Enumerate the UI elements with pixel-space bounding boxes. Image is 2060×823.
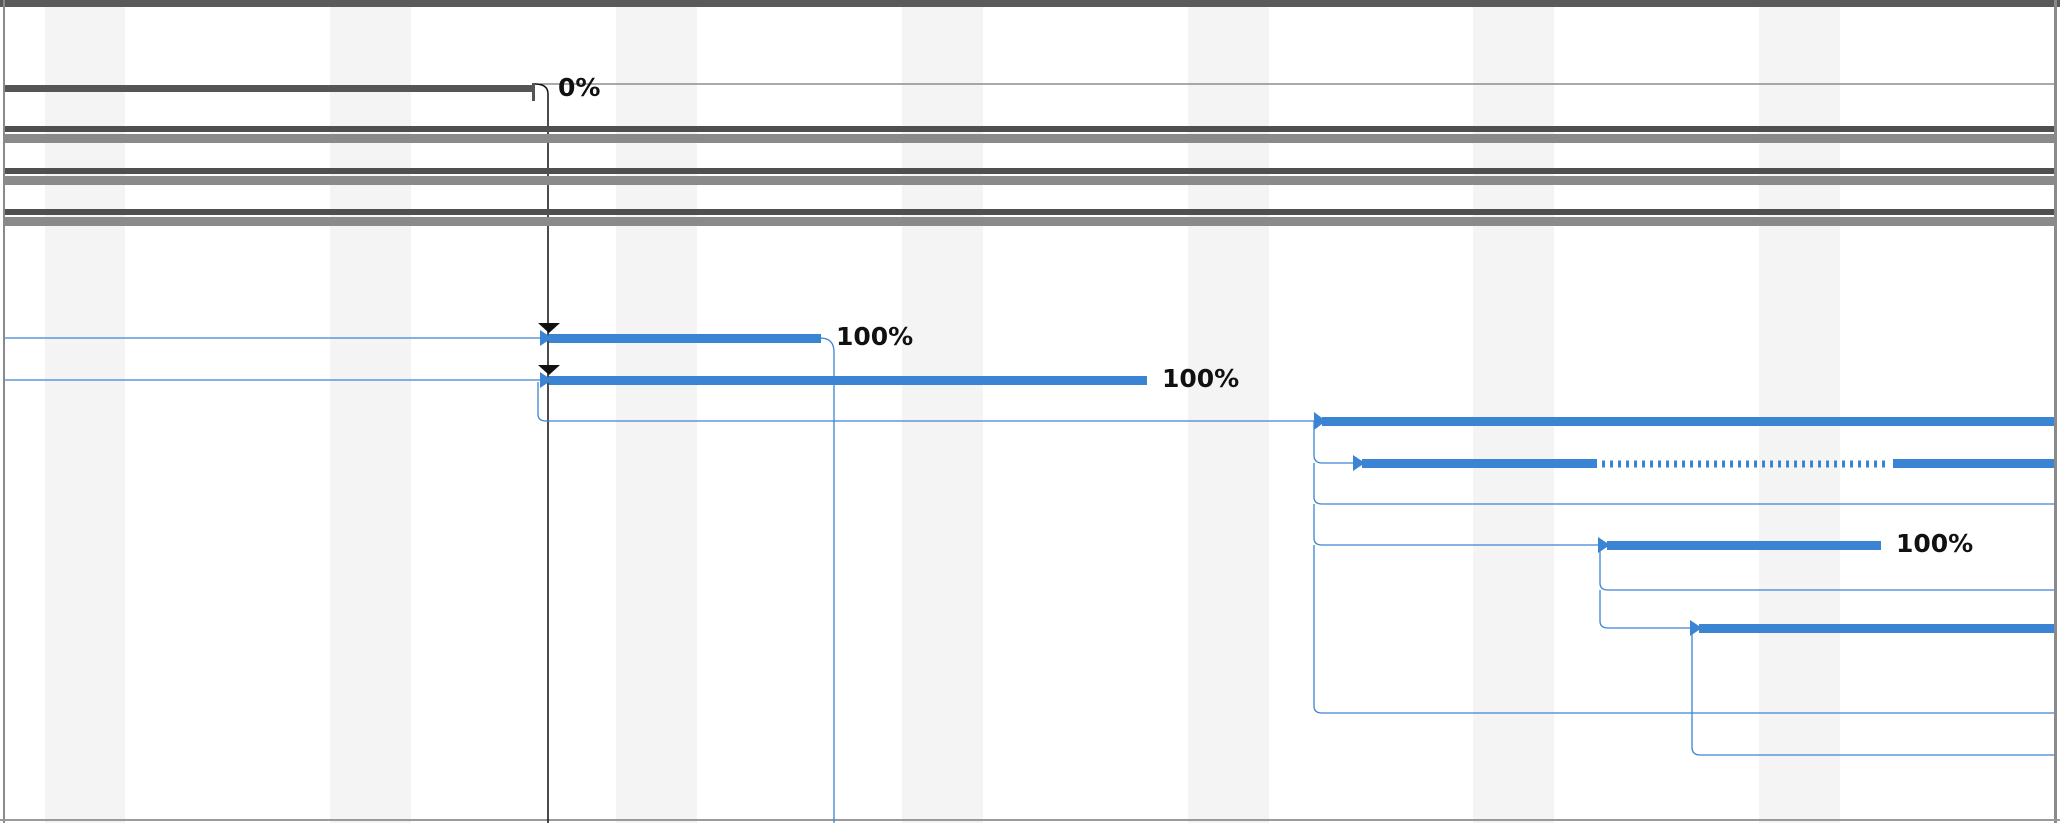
- dependency-arrow-icon: [540, 330, 552, 346]
- dependency-line: [1313, 463, 2054, 505]
- summary-connector: [534, 83, 549, 823]
- dependency-line: [1599, 590, 1692, 629]
- task-row-1: 100%: [538, 322, 913, 351]
- task-row-2: 100%: [538, 364, 1239, 393]
- summary-group-rows: [5, 126, 2054, 226]
- task-row-4: [1353, 455, 2054, 471]
- task-row-6: [1690, 620, 2054, 636]
- dependency-line: [537, 382, 1316, 422]
- project-summary-row: 0%: [5, 73, 2054, 823]
- task-bar[interactable]: [1607, 541, 1881, 550]
- summary-group-row: [5, 168, 2054, 185]
- dependency-arrow-icon: [1353, 455, 1365, 471]
- weekend-shading: [45, 0, 1840, 823]
- task-progress-label: 100%: [836, 322, 913, 351]
- task-bar-segment[interactable]: [1893, 459, 2054, 468]
- weekend-column: [1473, 0, 1554, 823]
- weekend-column: [45, 0, 125, 823]
- weekend-column: [1188, 0, 1269, 823]
- weekend-column: [902, 0, 983, 823]
- summary-progress-label: 0%: [558, 73, 600, 102]
- weekend-column: [330, 0, 411, 823]
- weekend-column: [616, 0, 697, 823]
- dependency-arrow-icon: [540, 372, 552, 388]
- dependency-line: [1313, 421, 1357, 464]
- dependency-lines: [5, 337, 2054, 823]
- summary-group-row: [5, 126, 2054, 143]
- dependency-arrow-icon: [1690, 620, 1702, 636]
- task-bar[interactable]: [549, 334, 821, 343]
- frame-bottom-border: [0, 819, 2060, 821]
- dependency-line: [1691, 628, 2054, 756]
- weekend-column: [1759, 0, 1840, 823]
- task-bar-segment[interactable]: [1362, 459, 1597, 468]
- frame-top-border: [0, 0, 2060, 7]
- milestone-marker-icon: [538, 323, 560, 333]
- frame-left-border: [3, 0, 5, 823]
- dependency-arrow-icon: [1314, 412, 1326, 430]
- summary-bar-end-cap: [532, 83, 535, 101]
- task-progress-label: 100%: [1896, 529, 1973, 558]
- frame-right-border: [2054, 0, 2057, 823]
- dependency-line: [819, 337, 835, 823]
- task-bar[interactable]: [1322, 417, 2054, 426]
- task-row-5: 100%: [1598, 529, 1973, 558]
- task-bar[interactable]: [549, 376, 1147, 385]
- task-bar[interactable]: [1699, 624, 2054, 633]
- dependency-line: [1599, 545, 2054, 591]
- task-progress-label: 100%: [1162, 364, 1239, 393]
- summary-group-row: [5, 209, 2054, 226]
- dependency-line: [1313, 545, 2054, 714]
- milestone-marker-icon: [538, 365, 560, 375]
- summary-bar[interactable]: [5, 85, 535, 92]
- dependency-arrow-icon: [1598, 537, 1610, 553]
- dependency-line: [1313, 504, 1600, 546]
- task-row-3: [1314, 412, 2054, 430]
